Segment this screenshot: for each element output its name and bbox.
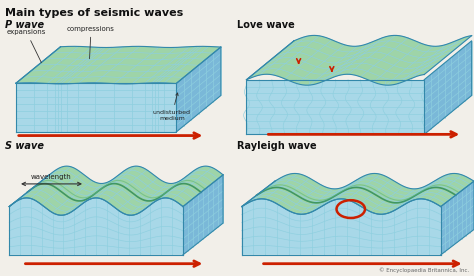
Text: compressions: compressions (67, 26, 115, 59)
Text: Love wave: Love wave (237, 20, 295, 30)
Polygon shape (16, 46, 221, 84)
Polygon shape (16, 83, 176, 132)
Text: Rayleigh wave: Rayleigh wave (237, 140, 317, 150)
Text: © Encyclopaedia Britannica, Inc.: © Encyclopaedia Britannica, Inc. (379, 268, 469, 273)
Polygon shape (183, 175, 223, 255)
Text: wavelength: wavelength (31, 174, 72, 180)
Polygon shape (176, 47, 221, 132)
Polygon shape (9, 198, 183, 255)
Text: S wave: S wave (5, 140, 44, 150)
Polygon shape (242, 173, 474, 214)
Polygon shape (441, 181, 474, 255)
Polygon shape (246, 35, 472, 85)
Polygon shape (9, 166, 223, 215)
Text: undisturbed
medium: undisturbed medium (153, 93, 191, 121)
Polygon shape (242, 199, 441, 255)
Text: P wave: P wave (5, 20, 44, 30)
Text: Main types of seismic waves: Main types of seismic waves (5, 8, 183, 18)
Polygon shape (424, 41, 472, 134)
Text: expansions: expansions (7, 29, 46, 63)
Polygon shape (246, 80, 424, 134)
